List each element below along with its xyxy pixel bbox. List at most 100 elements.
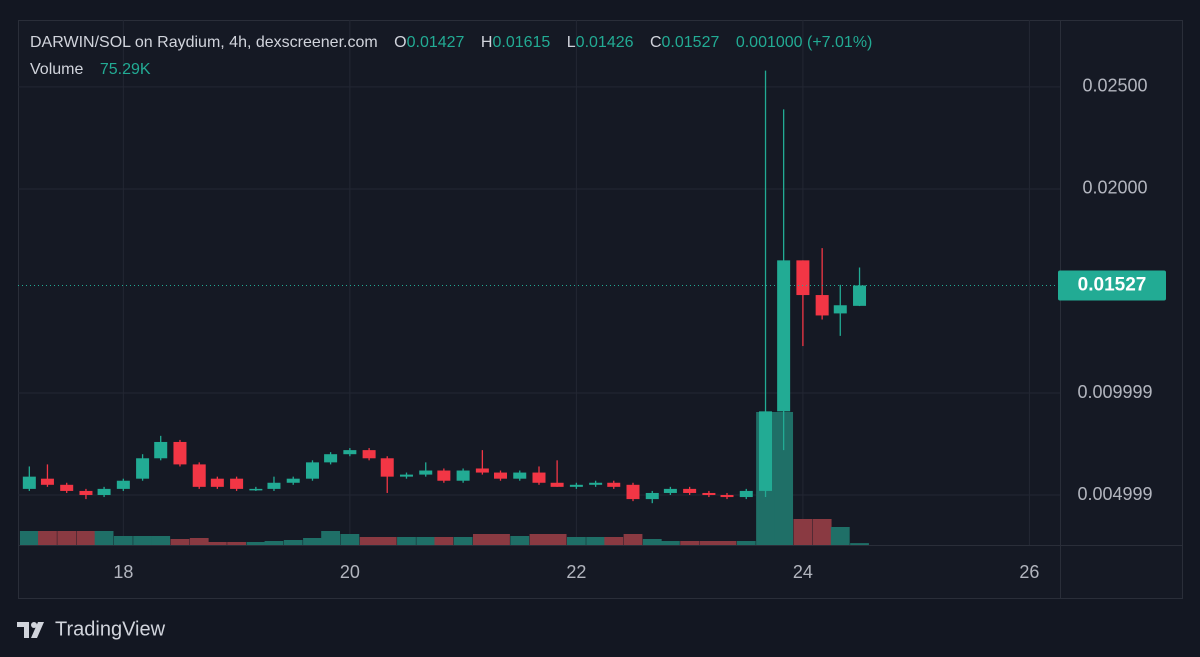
- volume-bar: [397, 537, 416, 545]
- brand: TradingView: [55, 618, 166, 640]
- volume-bar: [416, 537, 436, 545]
- candle-body: [796, 260, 810, 296]
- volume-bar: [623, 534, 643, 545]
- y-tick-label: 0.02500: [1082, 76, 1147, 96]
- y-tick-label: 0.02000: [1082, 178, 1147, 198]
- legend-line: DARWIN/SOL on Raydium, 4h, dexscreener.c…: [30, 34, 872, 52]
- volume-bar: [377, 537, 397, 545]
- volume-bar: [359, 537, 379, 545]
- candle-body: [550, 482, 564, 487]
- candle-body: [380, 458, 394, 477]
- candle-body: [362, 450, 376, 459]
- price-tag-label: 0.01527: [1078, 274, 1147, 295]
- candle-body: [210, 478, 224, 487]
- change: 0.001000 (+7.01%): [735, 34, 873, 51]
- candle-body: [532, 472, 546, 483]
- candle-body: [777, 260, 791, 412]
- volume-bar: [793, 519, 813, 545]
- x-tick-label: 26: [1019, 562, 1039, 582]
- candle-body: [305, 462, 319, 479]
- volume-bar: [283, 540, 303, 545]
- candle-body: [626, 484, 640, 500]
- volume-bar: [453, 537, 473, 545]
- candle-body: [607, 482, 621, 487]
- logo-mark: [17, 622, 29, 638]
- logo: [17, 622, 44, 638]
- ohlc-label: O: [394, 34, 407, 51]
- volume-bar: [207, 542, 227, 545]
- candle-body: [833, 305, 847, 314]
- candle-body: [569, 484, 583, 487]
- volume-bar: [566, 537, 586, 545]
- volume-bar: [264, 541, 284, 545]
- ohlc-value: 0.01615: [492, 34, 551, 51]
- candle-body: [154, 441, 168, 459]
- candle-body: [230, 478, 244, 489]
- volume-bar: [113, 536, 133, 545]
- candle-body: [475, 468, 489, 473]
- ohlc-label: L: [566, 34, 576, 51]
- volume-value: 75.29K: [99, 61, 151, 78]
- candle-body: [173, 441, 187, 465]
- volume-bar: [340, 534, 360, 545]
- x-tick-label: 20: [340, 562, 360, 582]
- candle-body: [815, 295, 829, 316]
- candle-body: [399, 474, 413, 477]
- candle-body: [853, 285, 867, 306]
- y-tick-label: 0.004999: [1077, 484, 1152, 504]
- candle-body: [739, 490, 753, 498]
- candle-body: [249, 488, 263, 491]
- candle-body: [286, 478, 300, 483]
- candle-body: [192, 464, 206, 487]
- chart-frame: [18, 20, 1183, 599]
- ohlc-label: H: [480, 34, 493, 51]
- chart-title: DARWIN/SOL on Raydium, 4h, dexscreener.c…: [30, 34, 378, 51]
- volume-bar: [491, 534, 510, 545]
- ohlc-value: 0.01527: [661, 34, 720, 51]
- price-tag: [1058, 270, 1166, 301]
- volume-bar: [736, 541, 756, 545]
- volume-bar: [586, 537, 606, 545]
- plot: 0.004999 0.009999 0.02000 0.02500 18 20 22 24 26…: [18, 20, 1166, 582]
- ohlc-label: C: [649, 34, 662, 51]
- candle-body: [136, 458, 150, 479]
- volume-bar: [850, 543, 869, 545]
- candle-body: [456, 470, 470, 481]
- candle-body: [419, 470, 433, 475]
- candle-body: [60, 484, 74, 491]
- candle-body: [116, 480, 130, 489]
- candle-body: [683, 488, 697, 493]
- ohlc-value: 0.01427: [406, 34, 465, 51]
- volume-bar: [38, 531, 57, 545]
- candle-body: [267, 482, 281, 489]
- logo-mark: [31, 622, 37, 628]
- volume-bar: [227, 542, 246, 545]
- volume-bar: [510, 536, 530, 545]
- candle-body: [97, 488, 111, 496]
- volume-bar: [94, 531, 114, 545]
- volume-bar: [151, 536, 171, 545]
- volume-label: Volume: [30, 61, 84, 78]
- volume-bar: [321, 531, 340, 545]
- volume-bar: [76, 531, 96, 545]
- candle-body: [720, 495, 734, 498]
- volume-bar: [303, 538, 322, 545]
- volume-bar: [699, 541, 719, 545]
- candle-body: [324, 454, 338, 463]
- volume-bar: [830, 527, 850, 545]
- volume-bar: [774, 412, 794, 545]
- volume-bar: [57, 531, 77, 545]
- candle-body: [702, 492, 716, 496]
- volume-bar: [133, 536, 152, 545]
- x-tick-label: 22: [566, 562, 586, 582]
- volume-bar: [680, 541, 700, 545]
- y-tick-label: 0.009999: [1077, 382, 1152, 402]
- candle-body: [663, 488, 677, 493]
- volume-bar: [604, 537, 624, 545]
- logo-mark: [31, 622, 44, 638]
- x-tick-label: 18: [113, 562, 133, 582]
- volume-bar: [547, 534, 567, 545]
- candle-body: [437, 470, 451, 481]
- volume-bar: [246, 542, 266, 545]
